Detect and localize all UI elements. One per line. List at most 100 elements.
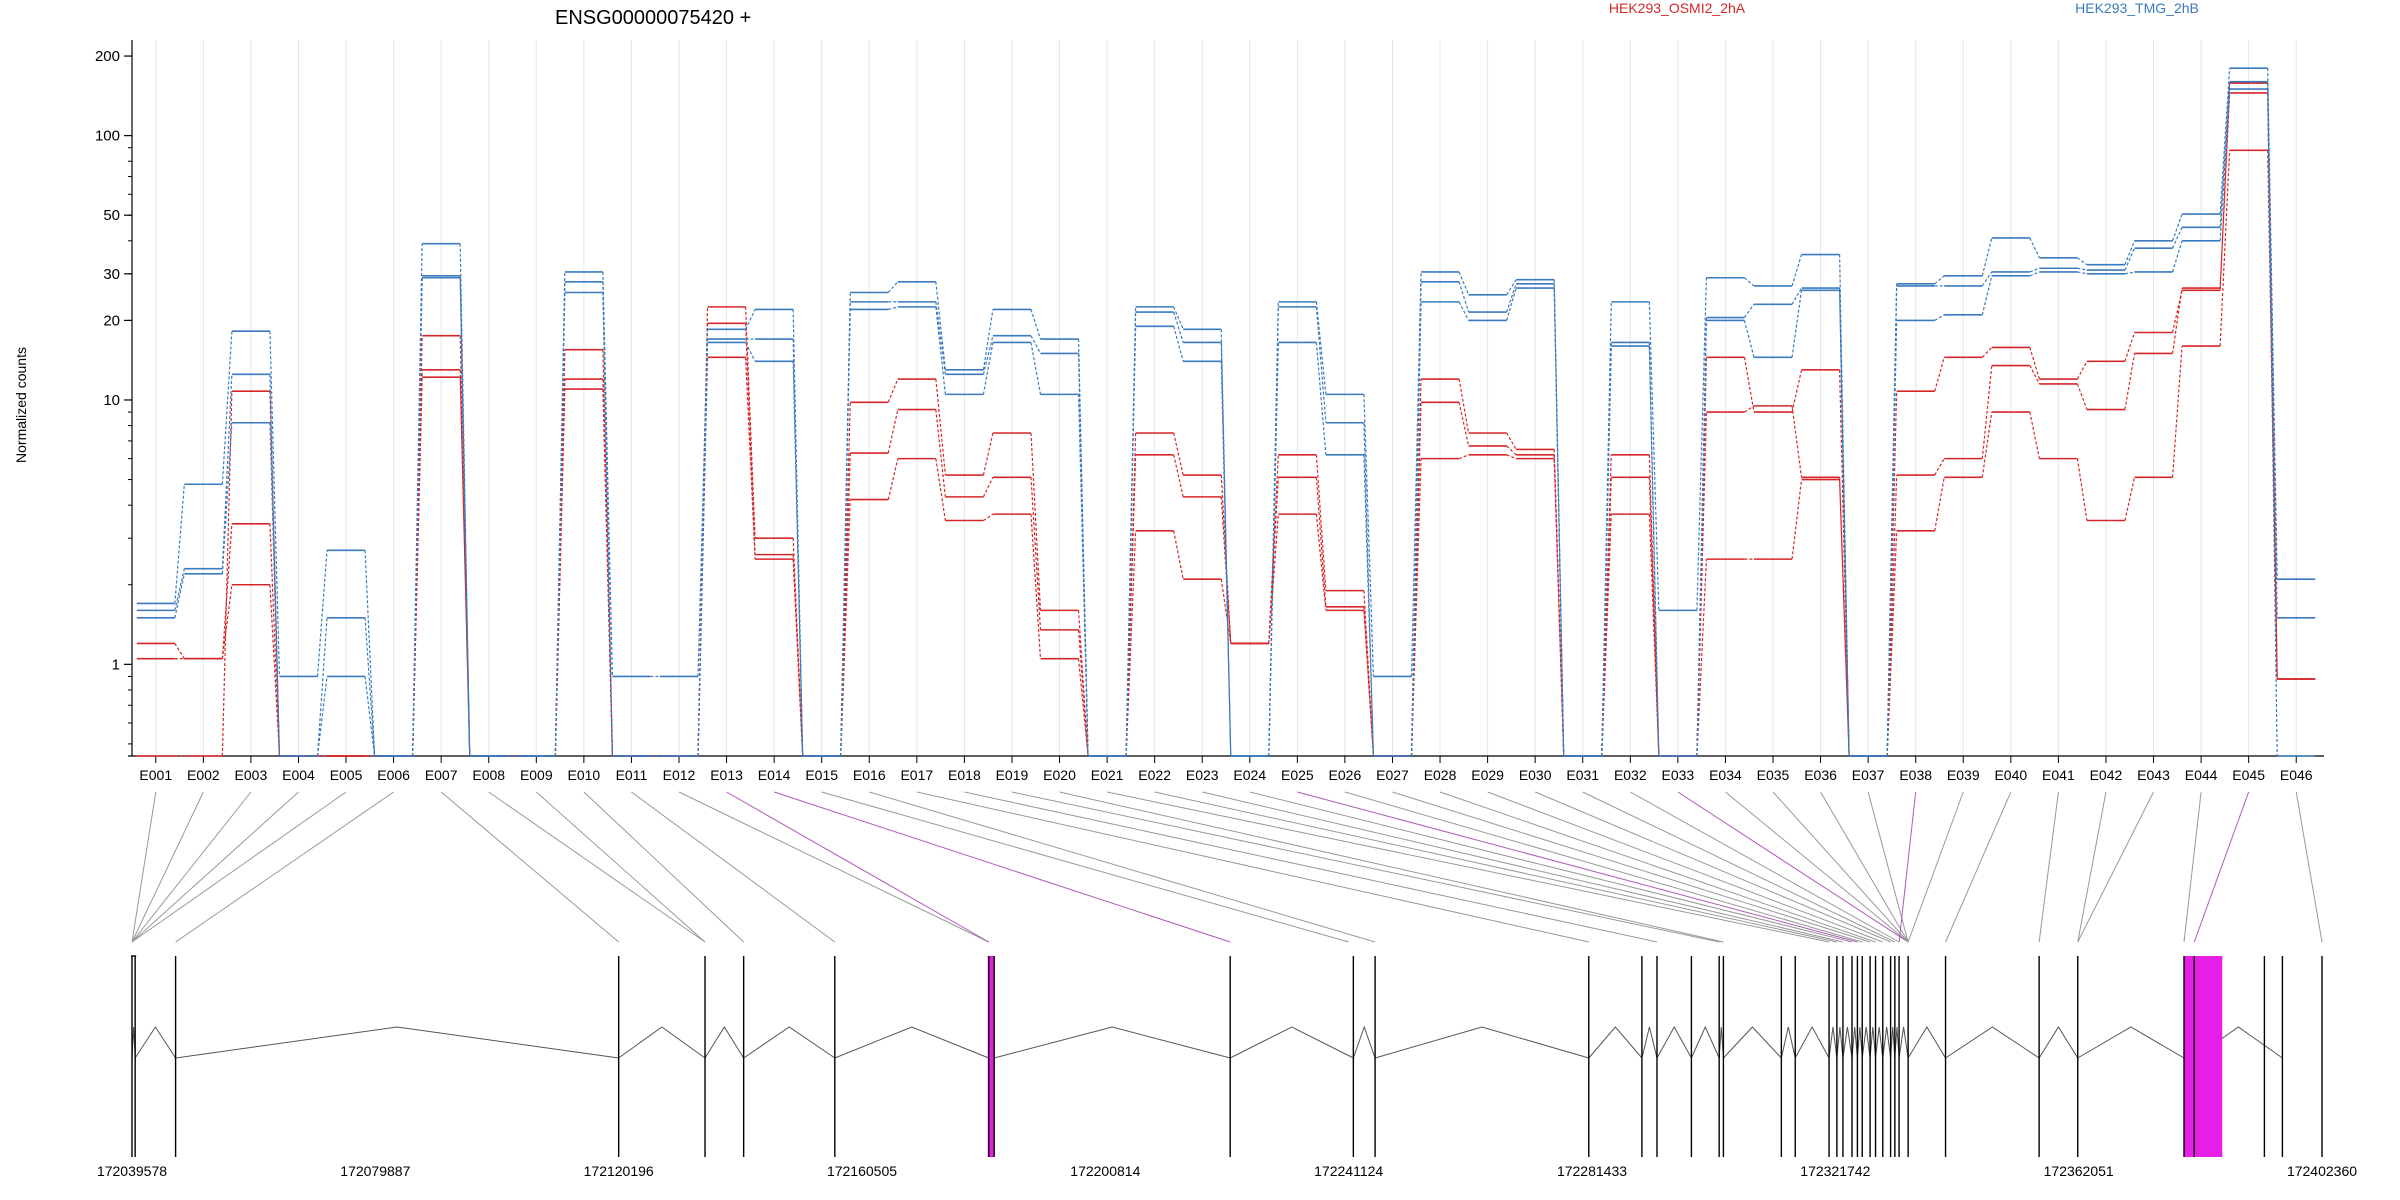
- series-transition: [2267, 81, 2278, 618]
- connector-line: [175, 791, 394, 943]
- intron-line: [1869, 1026, 1877, 1059]
- series-transition: [1220, 579, 1232, 644]
- series-transition: [1506, 279, 1517, 296]
- series-transition: [1077, 394, 1089, 757]
- x-tick-label: E035: [1757, 767, 1790, 783]
- series-transition: [887, 409, 899, 454]
- series-transition: [1173, 326, 1184, 362]
- series-transition: [174, 643, 185, 660]
- series-transition: [2029, 237, 2040, 259]
- series-transition: [221, 422, 233, 574]
- series-transition: [1506, 287, 1517, 321]
- intron-line: [1861, 1026, 1871, 1059]
- x-tick-label: E040: [1994, 767, 2027, 783]
- series-transition: [1981, 411, 1993, 478]
- series-transition: [1886, 530, 1898, 757]
- series-transition: [2076, 458, 2088, 521]
- x-tick-label: E037: [1852, 767, 1885, 783]
- series-transition: [2076, 361, 2088, 380]
- y-tick-label: 100: [95, 128, 120, 145]
- series-transition: [888, 306, 898, 311]
- x-tick-label: E008: [472, 767, 505, 783]
- series-transition: [2124, 240, 2136, 265]
- series-transition: [745, 342, 756, 362]
- x-tick-label: E016: [853, 767, 886, 783]
- intron-line: [134, 1026, 177, 1059]
- series-transition: [1268, 342, 1279, 757]
- x-tick-label: E045: [2232, 767, 2265, 783]
- series-transition: [1506, 445, 1517, 456]
- series-transition: [1173, 311, 1184, 343]
- series-transition: [935, 281, 946, 370]
- x-tick-label: E046: [2280, 767, 2313, 783]
- series-transition: [982, 432, 994, 476]
- series-transition: [316, 617, 328, 757]
- intron-line: [1875, 1026, 1884, 1059]
- series-transition: [1934, 477, 1945, 531]
- series-transition: [935, 301, 946, 375]
- intron-line: [1890, 1026, 1896, 1059]
- series-transition: [2219, 150, 2231, 347]
- series-transition: [1981, 271, 1993, 287]
- connector-line: [1772, 791, 1909, 943]
- x-tick-label: E015: [805, 767, 838, 783]
- series-transition: [840, 499, 851, 757]
- exon-connector-lines: [131, 791, 2323, 943]
- connector-line: [1677, 791, 1909, 943]
- series-transition: [459, 275, 471, 757]
- series-transition: [1030, 335, 1042, 354]
- series-transition: [1315, 514, 1327, 611]
- series-transition: [2171, 240, 2183, 273]
- series-transition: [1743, 320, 1755, 358]
- series-transition: [1981, 275, 1993, 315]
- series-transition: [1030, 477, 1042, 630]
- series-transition: [2077, 257, 2088, 266]
- connector-line: [1154, 791, 1837, 943]
- intron-line: [1780, 1026, 1796, 1059]
- series-transition: [1838, 290, 1850, 757]
- series-transition: [1791, 479, 1803, 560]
- series-transition: [1363, 454, 1375, 757]
- series-transition: [602, 349, 614, 757]
- series-transition: [745, 309, 756, 330]
- series-transition: [269, 584, 281, 757]
- connector-line: [1907, 791, 1964, 943]
- series-transition: [1458, 454, 1469, 460]
- series-transition: [1410, 458, 1422, 757]
- series-transition: [697, 342, 709, 757]
- connector-line: [773, 791, 1231, 943]
- connector-line: [1011, 791, 1720, 943]
- series-transition: [1506, 283, 1517, 313]
- series-transition: [1791, 369, 1803, 413]
- series-transition: [792, 361, 804, 757]
- series-transition: [364, 550, 376, 757]
- connector-line: [1059, 791, 1724, 943]
- series-transition: [1030, 514, 1042, 659]
- series-transition: [2267, 89, 2278, 757]
- x-tick-label: E038: [1899, 767, 1932, 783]
- connector-line: [1534, 791, 1891, 943]
- series-transition: [221, 374, 233, 569]
- genomic-tick-label: 172281433: [1557, 1163, 1627, 1179]
- intron-line: [1723, 1026, 1782, 1059]
- intron-line: [175, 1026, 619, 1059]
- x-tick-label: E042: [2090, 767, 2123, 783]
- series-transition: [316, 550, 328, 677]
- series-transition: [2124, 271, 2135, 275]
- series-transition: [935, 458, 946, 521]
- series-transition: [1268, 514, 1279, 644]
- series-transition: [1696, 357, 1708, 757]
- series-transition: [1173, 530, 1184, 580]
- x-tick-label: E005: [330, 767, 363, 783]
- x-tick-label: E002: [187, 767, 220, 783]
- series-transition: [1315, 306, 1327, 423]
- series-transition: [1744, 405, 1755, 413]
- genomic-tick-label: 172241124: [1314, 1163, 1383, 1179]
- y-tick-label: 10: [103, 392, 120, 409]
- series-transition: [2267, 150, 2278, 680]
- legend-entry-osmi2: HEK293_OSMI2_2hA: [1609, 0, 1746, 16]
- series-transition: [1791, 405, 1803, 478]
- x-tick-label: E036: [1804, 767, 1837, 783]
- series-transition: [935, 378, 946, 476]
